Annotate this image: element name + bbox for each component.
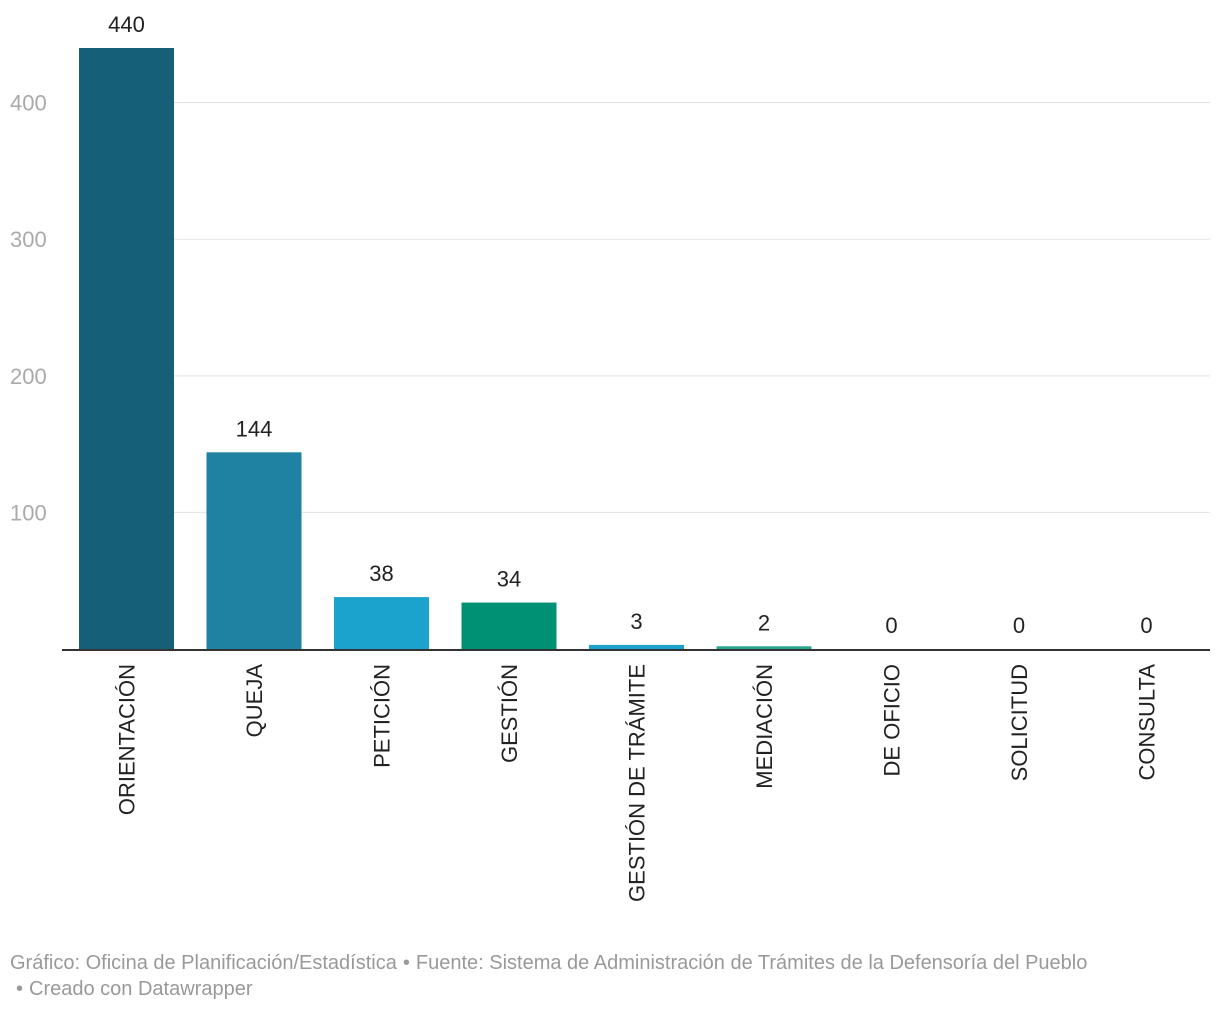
value-label-1: 144 [236, 416, 273, 441]
bar-3 [461, 602, 557, 649]
bar-2 [334, 597, 429, 649]
category-label-0: ORIENTACIÓN [115, 664, 140, 815]
category-label-6: DE OFICIO [880, 664, 905, 776]
category-label-7: SOLICITUD [1007, 664, 1032, 781]
footer-separator-2: • [16, 978, 24, 1000]
bars [79, 48, 812, 649]
footer-separator-1: • [402, 952, 410, 974]
category-label-4: GESTIÓN DE TRÁMITE [625, 664, 650, 902]
bar-4 [589, 644, 684, 649]
y-tick-label-400: 400 [10, 91, 47, 116]
y-tick-label-200: 200 [10, 364, 47, 389]
category-labels: ORIENTACIÓN QUEJA PETICIÓN GESTIÓN GESTIÓN D… [115, 664, 1160, 902]
footer-graphic-credit: Gráfico: Oficina de Planificación/Estadí… [10, 952, 397, 974]
footer-source: Fuente: Sistema de Administración de Trá… [415, 952, 1088, 974]
category-label-2: PETICIÓN [370, 664, 395, 768]
footer-datawrapper-credit: Creado con Datawrapper [29, 978, 253, 1000]
category-label-8: CONSULTA [1135, 664, 1160, 781]
y-tick-label-300: 300 [10, 227, 47, 252]
value-label-5: 2 [758, 610, 770, 635]
bar-1 [206, 452, 302, 649]
value-label-0: 440 [108, 12, 145, 37]
category-label-5: MEDIACIÓN [752, 664, 777, 789]
gridlines: 100 200 300 400 [10, 91, 1210, 525]
value-label-8: 0 [1140, 613, 1152, 638]
bar-0 [79, 48, 174, 649]
value-label-4: 3 [630, 609, 642, 634]
chart-footer: Gráfico: Oficina de Planificación/Estadí… [10, 950, 1210, 1002]
category-label-3: GESTIÓN [497, 664, 522, 763]
y-tick-label-100: 100 [10, 500, 47, 525]
category-label-1: QUEJA [242, 664, 267, 738]
value-labels: 440 144 38 34 3 2 0 0 0 [108, 12, 1152, 638]
value-label-2: 38 [369, 561, 393, 586]
bar-5 [716, 646, 812, 649]
value-label-6: 0 [885, 613, 897, 638]
value-label-3: 34 [497, 567, 521, 592]
value-label-7: 0 [1013, 613, 1025, 638]
